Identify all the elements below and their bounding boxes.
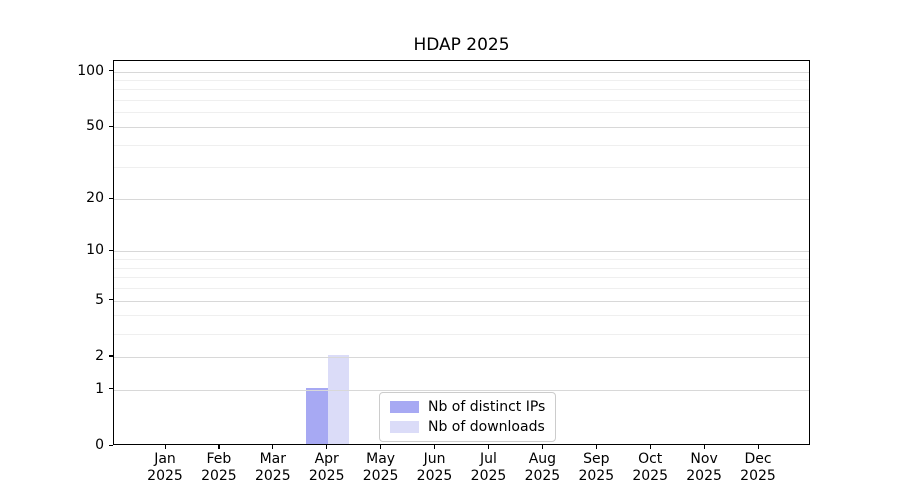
x-tick-label-aug: Aug 2025: [524, 451, 561, 484]
y-tick-10: [108, 249, 113, 252]
x-tick-jun: [434, 445, 436, 449]
y-tick-label-100: 100: [77, 62, 104, 79]
x-tick-jan: [164, 445, 166, 449]
legend: Nb of distinct IPs Nb of downloads: [379, 392, 557, 442]
y-tick-2: [108, 355, 113, 357]
bars-layer: [114, 61, 809, 444]
legend-label-distinct-ips: Nb of distinct IPs: [428, 399, 546, 415]
x-tick-jul: [488, 445, 490, 449]
x-tick-nov: [703, 445, 705, 449]
legend-swatch-distinct-ips: [390, 401, 419, 413]
y-tick-100: [108, 70, 113, 72]
y-tick-label-0: 0: [95, 437, 104, 453]
legend-item-distinct-ips: Nb of distinct IPs: [390, 399, 545, 415]
x-tick-label-jan: Jan 2025: [147, 451, 183, 484]
x-tick-label-jun: Jun 2025: [416, 451, 453, 484]
legend-swatch-downloads: [390, 421, 419, 433]
x-tick-oct: [649, 445, 651, 449]
x-tick-label-feb: Feb 2025: [201, 451, 237, 484]
x-tick-label-dec: Dec 2025: [740, 451, 776, 484]
x-tick-label-nov: Nov 2025: [686, 451, 722, 484]
bar-apr-distinct-ips: [306, 387, 328, 444]
bar-apr-downloads: [327, 354, 350, 444]
y-tick-50: [108, 125, 113, 127]
x-tick-may: [380, 445, 382, 449]
x-tick-sep: [595, 445, 597, 449]
x-tick-label-jul: Jul 2025: [470, 451, 507, 484]
x-tick-mar: [272, 445, 274, 449]
y-tick-1: [108, 388, 113, 390]
y-tick-label-5: 5: [95, 291, 104, 308]
y-tick-5: [108, 299, 113, 301]
y-tick-label-10: 10: [86, 242, 104, 259]
chart-title: HDAP 2025: [413, 35, 510, 55]
legend-item-downloads: Nb of downloads: [390, 419, 545, 435]
x-tick-apr: [326, 445, 328, 449]
legend-label-downloads: Nb of downloads: [428, 419, 545, 435]
x-tick-label-oct: Oct 2025: [632, 451, 668, 484]
x-tick-label-may: May 2025: [362, 451, 399, 484]
x-tick-label-sep: Sep 2025: [578, 451, 615, 484]
x-tick-aug: [541, 445, 544, 449]
y-tick-label-50: 50: [86, 118, 104, 134]
plot-area: Nb of distinct IPs Nb of downloads: [113, 60, 810, 445]
x-tick-feb: [218, 445, 220, 449]
x-tick-label-apr: Apr 2025: [308, 451, 345, 484]
x-tick-dec: [757, 445, 759, 449]
y-tick-0: [108, 444, 113, 446]
y-tick-label-1: 1: [95, 380, 104, 397]
y-tick-label-2: 2: [95, 347, 104, 364]
x-tick-label-mar: Mar 2025: [254, 451, 291, 484]
y-tick-20: [108, 197, 113, 199]
y-tick-label-20: 20: [86, 190, 104, 206]
